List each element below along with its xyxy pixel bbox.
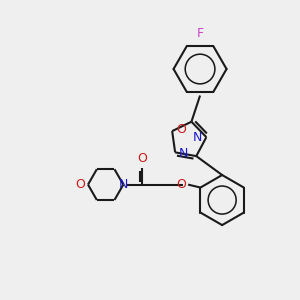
Text: O: O — [75, 178, 85, 191]
Text: N: N — [179, 147, 188, 160]
Text: O: O — [137, 152, 147, 166]
Text: N: N — [193, 131, 203, 144]
Text: N: N — [118, 178, 128, 190]
Text: O: O — [176, 178, 186, 191]
Text: O: O — [176, 123, 186, 136]
Text: F: F — [196, 27, 204, 40]
